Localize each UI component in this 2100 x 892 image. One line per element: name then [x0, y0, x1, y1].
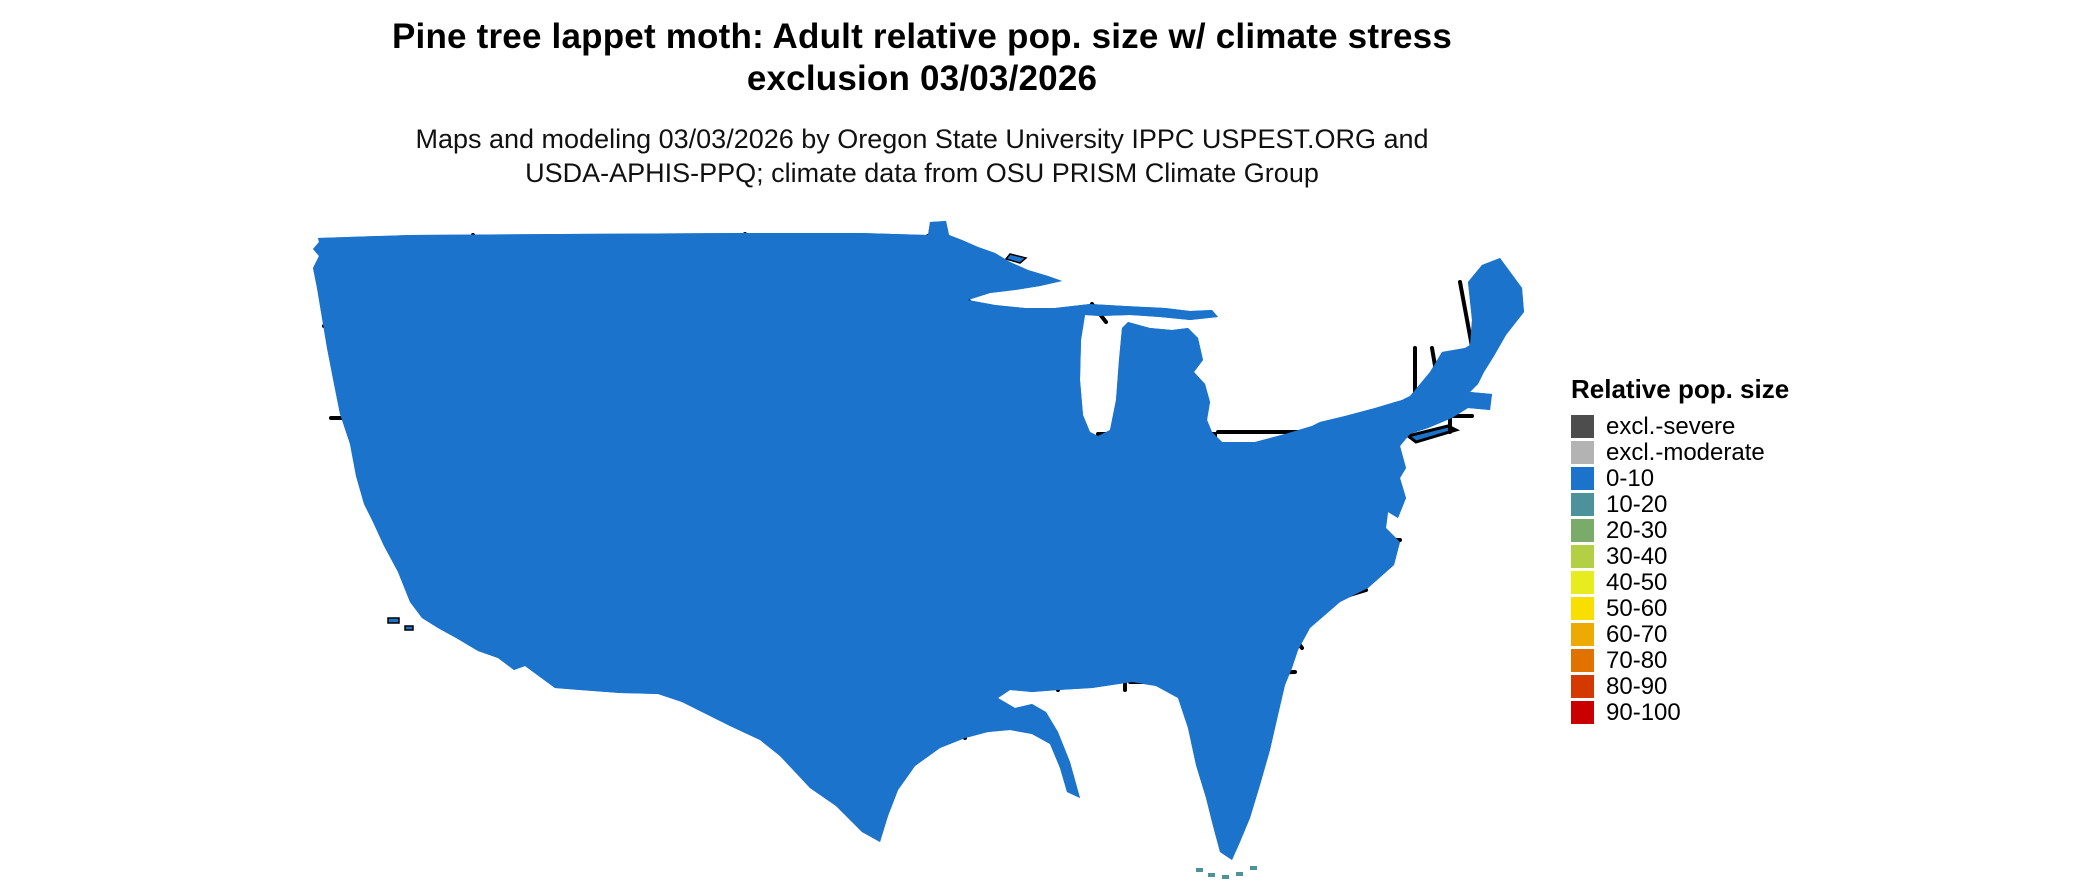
legend-label: 50-60	[1606, 594, 1668, 622]
legend-item: 50-60	[1571, 594, 1931, 622]
legend-label: excl.-moderate	[1606, 438, 1765, 466]
legend-label: 10-20	[1606, 490, 1668, 518]
figure-subtitle: Maps and modeling 03/03/2026 by Oregon S…	[322, 122, 1522, 190]
subtitle-line2: USDA-APHIS-PPQ; climate data from OSU PR…	[525, 158, 1319, 188]
legend-item: 90-100	[1571, 698, 1931, 726]
channel-islands	[387, 617, 414, 631]
us-map-svg	[310, 220, 1540, 879]
legend-item: 80-90	[1571, 672, 1931, 700]
legend-label: excl.-severe	[1606, 412, 1736, 440]
legend: Relative pop. size excl.-severe excl.-mod…	[1571, 374, 1931, 727]
legend-swatch	[1571, 467, 1594, 490]
legend-swatch	[1571, 597, 1594, 620]
legend-swatch	[1571, 675, 1594, 698]
legend-swatch	[1571, 545, 1594, 568]
isle-royale	[1004, 253, 1028, 264]
legend-items: excl.-severe excl.-moderate 0-10 10-20 20-30…	[1571, 412, 1931, 726]
legend-title: Relative pop. size	[1571, 374, 1790, 404]
legend-swatch	[1571, 701, 1594, 724]
legend-label: 40-50	[1606, 568, 1668, 596]
legend-label: 90-100	[1606, 698, 1681, 726]
legend-item: 70-80	[1571, 646, 1931, 674]
figure-header: Pine tree lappet moth: Adult relative po…	[322, 16, 1522, 190]
legend-item: 10-20	[1571, 490, 1931, 518]
legend-label: 30-40	[1606, 542, 1668, 570]
legend-label: 70-80	[1606, 646, 1668, 674]
legend-item: 0-10	[1571, 464, 1931, 492]
page-title-line1: Pine tree lappet moth: Adult relative po…	[391, 17, 1453, 56]
legend-swatch	[1571, 415, 1594, 438]
nation-outline-stroke	[313, 221, 1524, 860]
legend-swatch	[1571, 493, 1594, 516]
legend-item: 60-70	[1571, 620, 1931, 648]
legend-item: 30-40	[1571, 542, 1931, 570]
legend-swatch	[1571, 441, 1594, 464]
legend-item: 40-50	[1571, 568, 1931, 596]
legend-label: 80-90	[1606, 672, 1668, 700]
subtitle-line1: Maps and modeling 03/03/2026 by Oregon S…	[415, 124, 1429, 154]
us-map	[310, 220, 1540, 892]
long-island	[1404, 424, 1461, 444]
legend-swatch	[1571, 623, 1594, 646]
legend-swatch	[1571, 649, 1594, 672]
legend-item: 20-30	[1571, 516, 1931, 544]
florida-keys-dots	[1196, 866, 1257, 879]
legend-item: excl.-severe	[1571, 412, 1931, 440]
page-title-line2: exclusion 03/03/2026	[746, 59, 1098, 98]
legend-label: 20-30	[1606, 516, 1668, 544]
legend-item: excl.-moderate	[1571, 438, 1931, 466]
legend-swatch	[1571, 519, 1594, 542]
legend-swatch	[1571, 571, 1594, 594]
legend-label: 60-70	[1606, 620, 1668, 648]
legend-label: 0-10	[1606, 464, 1655, 492]
